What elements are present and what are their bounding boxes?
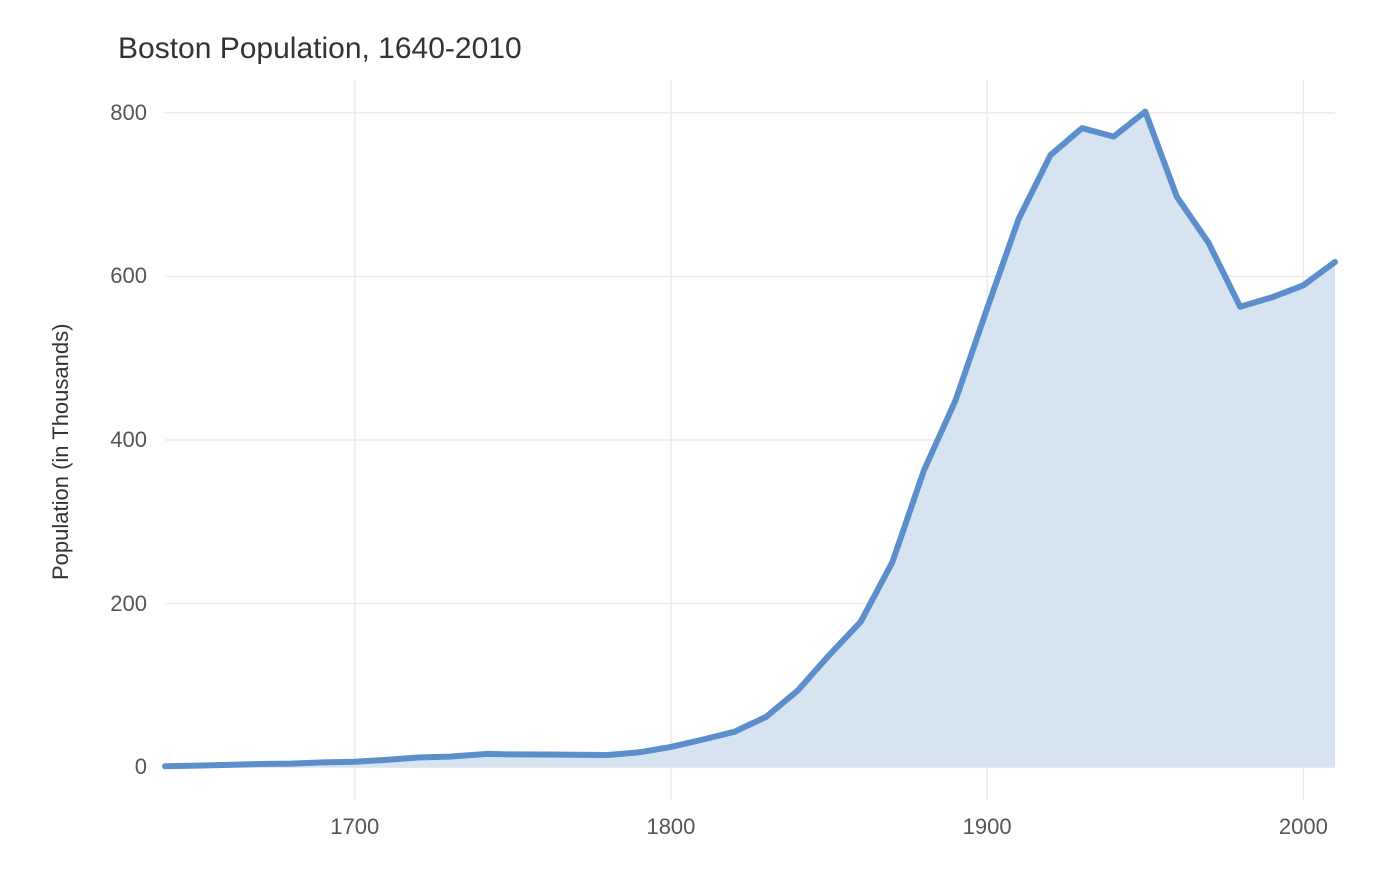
y-tick-label: 0: [135, 754, 147, 780]
x-tick-label: 1700: [330, 814, 379, 840]
x-tick-label: 1800: [646, 814, 695, 840]
y-tick-label: 400: [110, 427, 147, 453]
chart-container: Boston Population, 1640-2010 Population …: [0, 0, 1400, 893]
x-tick-label: 1900: [963, 814, 1012, 840]
chart-title: Boston Population, 1640-2010: [118, 32, 522, 66]
x-tick-label: 2000: [1279, 814, 1328, 840]
y-tick-label: 800: [110, 100, 147, 126]
y-tick-label: 200: [110, 591, 147, 617]
plot-area: [165, 80, 1335, 800]
y-axis-label: Population (in Thousands): [48, 324, 74, 580]
y-tick-label: 600: [110, 263, 147, 289]
